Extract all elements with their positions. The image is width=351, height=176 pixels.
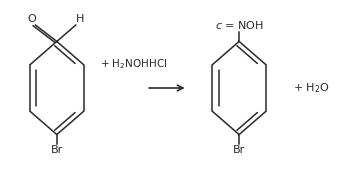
Text: $\mathit{c}$ = NOH: $\mathit{c}$ = NOH xyxy=(215,19,264,31)
Text: O: O xyxy=(27,14,36,24)
Text: + H$_2$NOHHCl: + H$_2$NOHHCl xyxy=(100,57,168,71)
Text: Br: Br xyxy=(233,145,245,155)
Text: H: H xyxy=(76,14,84,24)
Text: + H$_2$O: + H$_2$O xyxy=(293,81,330,95)
Text: Br: Br xyxy=(51,145,63,155)
